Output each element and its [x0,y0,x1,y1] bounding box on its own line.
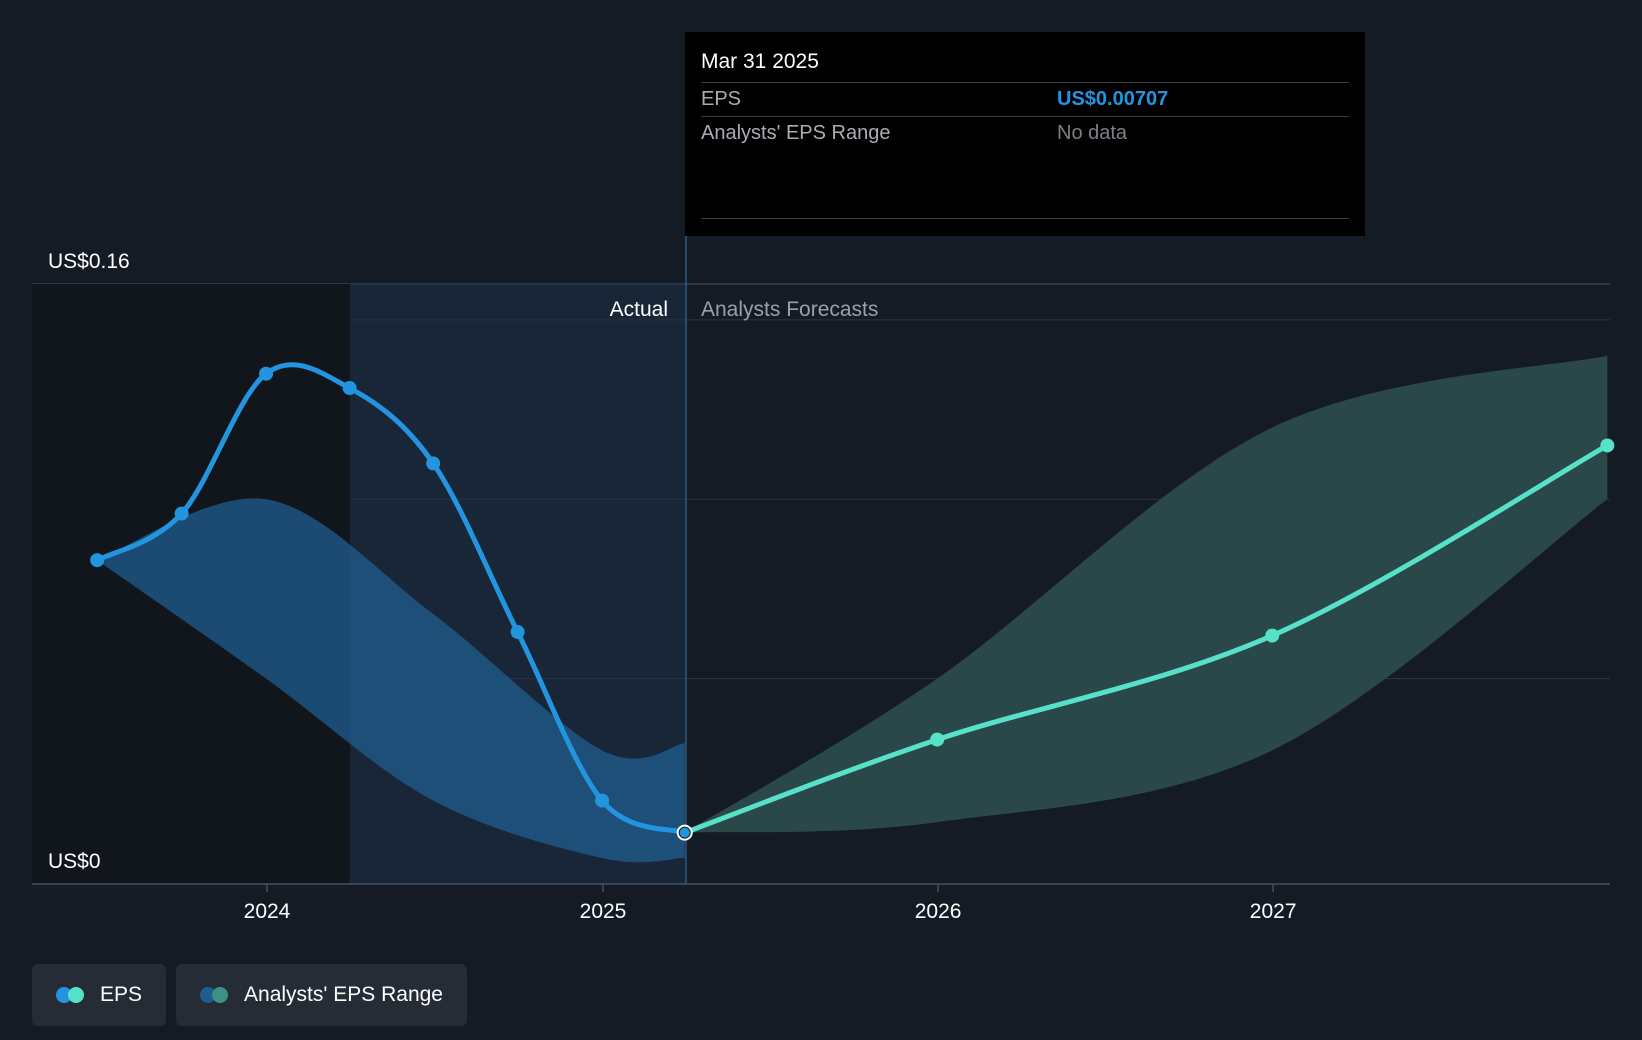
x-tick-label: 2026 [915,900,962,923]
tooltip-divider [701,218,1349,219]
legend-eps-label: EPS [100,983,143,1006]
eps-legend-icon [56,987,86,1003]
data-point [426,456,441,471]
tooltip-eps-value: US$0.00707 [1057,88,1169,110]
forecast-range-band [684,355,1608,833]
x-axis: 2024 2025 2026 2027 [32,883,1610,923]
legend-range-label: Analysts' EPS Range [244,983,443,1006]
eps-actual-line [94,362,688,836]
highlighted-data-point-core [679,827,690,838]
tooltip-range-label: Analysts' EPS Range [701,122,891,144]
data-point [1265,628,1280,643]
data-point [510,624,525,639]
forecast-label: Analysts Forecasts [701,298,878,321]
eps-lines [94,362,1610,836]
x-tick-label: 2025 [580,900,627,923]
actual-label: Actual [610,298,668,321]
legend: EPS Analysts' EPS Range [32,964,467,1026]
data-point [259,366,274,381]
y-tick-label-max: US$0.16 [48,250,130,273]
eps-points [90,366,1615,841]
data-point [1600,438,1615,453]
range-legend-icon [200,987,230,1003]
legend-item-eps[interactable]: EPS [32,964,167,1026]
actual-range-band [97,498,685,863]
data-point [930,732,945,747]
eps-forecast-line [682,442,1610,836]
tooltip-date: Mar 31 2025 [701,50,819,73]
data-point [174,506,189,521]
tooltip-divider [701,82,1349,83]
x-tick-label: 2024 [244,900,291,923]
y-tick-label-min: US$0 [48,850,101,873]
range-bands [97,355,1608,863]
tooltip-range-value: No data [1057,122,1128,144]
x-tick-label: 2027 [1250,900,1297,923]
legend-item-range[interactable]: Analysts' EPS Range [176,964,467,1026]
tooltip: Mar 31 2025 EPS US$0.00707 Analysts' EPS… [685,32,1365,236]
tooltip-eps-label: EPS [701,88,742,110]
tooltip-divider [701,116,1349,117]
data-point [90,553,105,568]
data-point [595,793,610,808]
data-point [342,381,357,396]
